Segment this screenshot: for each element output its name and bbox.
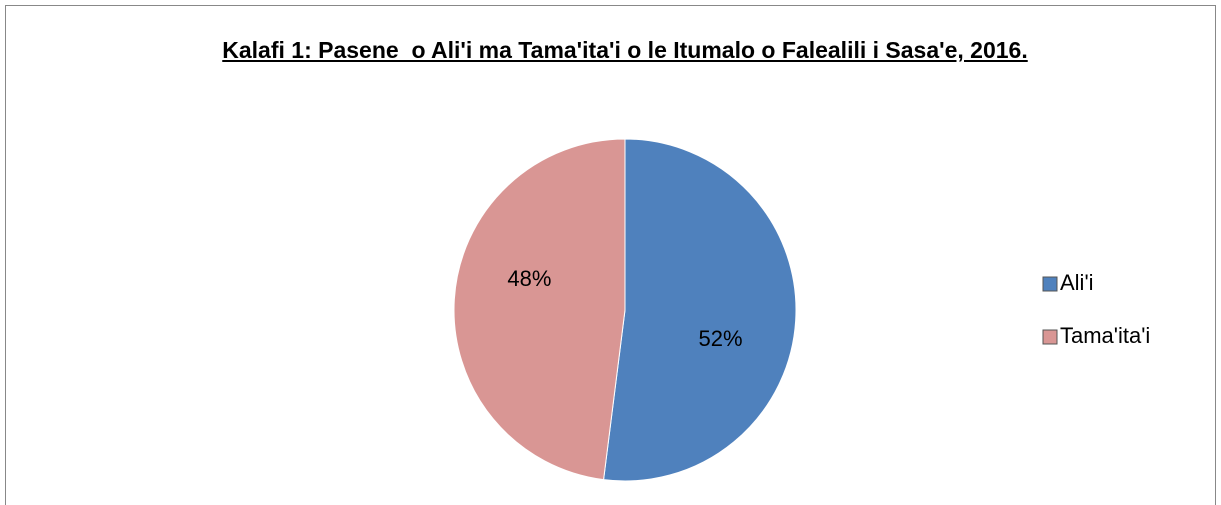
pie-slice bbox=[453, 138, 626, 481]
data-label: 48% bbox=[507, 266, 551, 291]
legend-label: Ali'i bbox=[1060, 270, 1094, 295]
legend-label: Tama'ita'i bbox=[1060, 323, 1150, 348]
chart-title: Kalafi 1: Pasene o Ali'i ma Tama'ita'i o… bbox=[222, 37, 1028, 63]
legend-swatch bbox=[1042, 329, 1058, 345]
data-label: 52% bbox=[699, 326, 743, 351]
chart-frame bbox=[5, 5, 1216, 505]
legend-swatch bbox=[1042, 276, 1058, 292]
pie-slice bbox=[603, 138, 797, 482]
